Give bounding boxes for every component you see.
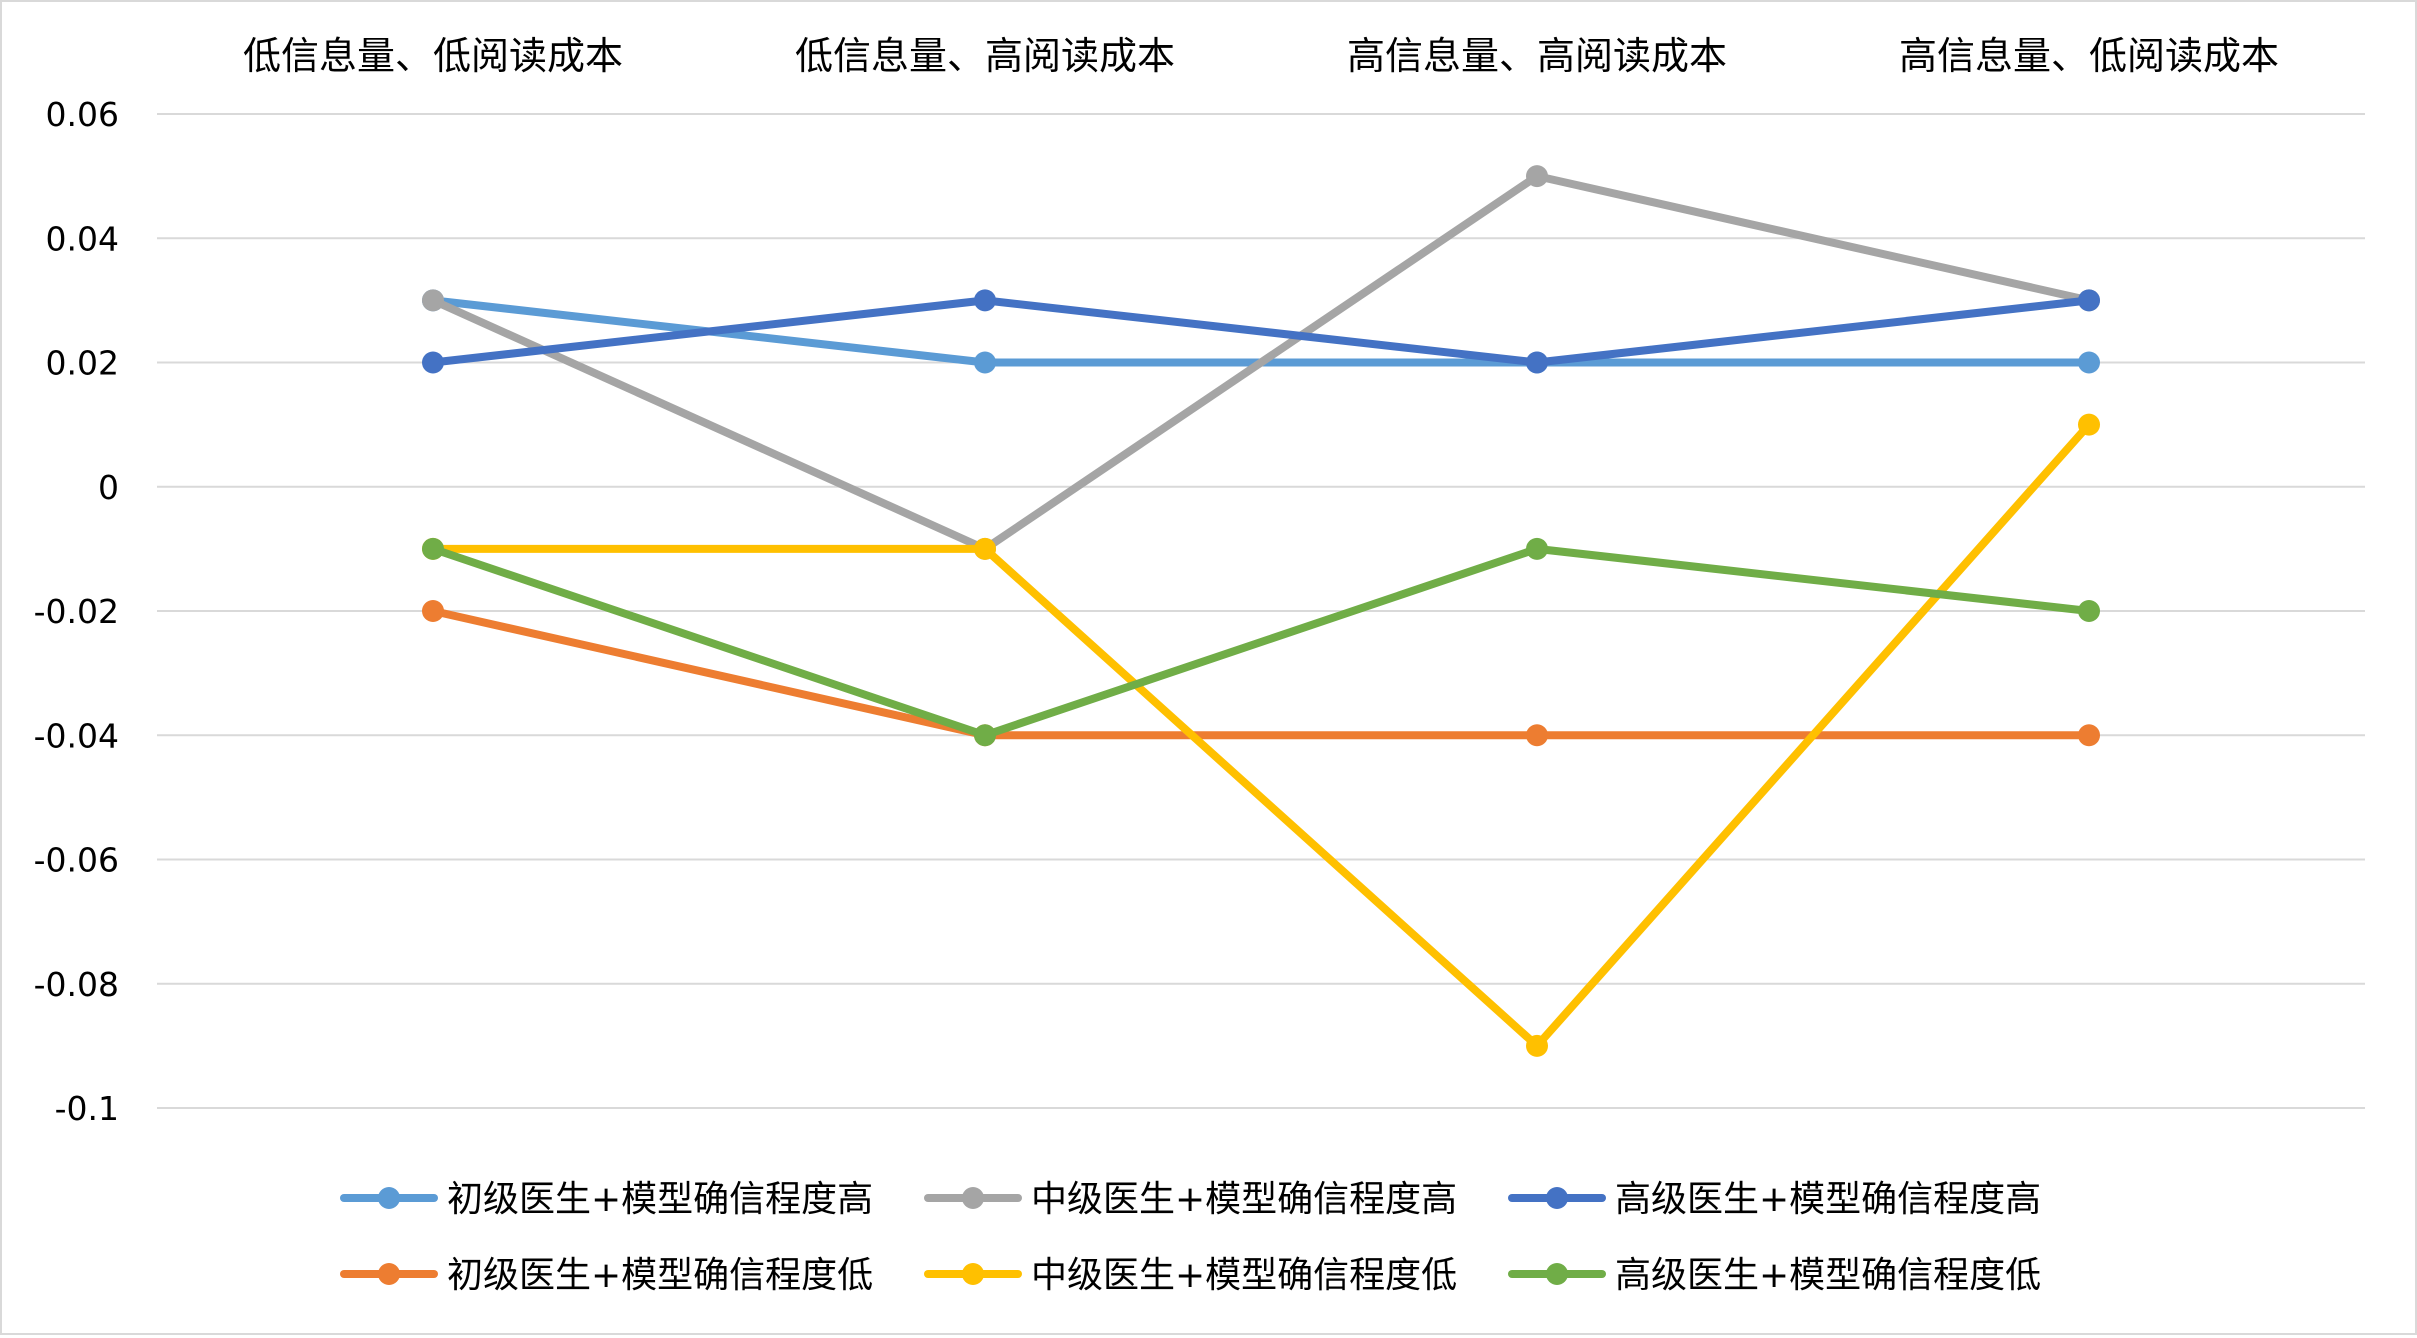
y-tick-label: -0.06 xyxy=(34,841,119,880)
legend-swatch-marker xyxy=(1546,1263,1568,1285)
y-axis-tick-labels: 0.06 0.04 0.02 0 -0.02 -0.04 -0.06 -0.08 -0.1 xyxy=(34,95,119,1128)
data-point xyxy=(422,600,444,622)
legend-item: 初级医生+模型确信程度低 xyxy=(344,1255,873,1296)
data-point xyxy=(422,538,444,560)
y-tick-label: 0.02 xyxy=(46,344,119,383)
legend-item: 高级医生+模型确信程度低 xyxy=(1512,1255,2041,1296)
legend-label: 初级医生+模型确信程度低 xyxy=(447,1255,873,1296)
gridlines xyxy=(157,114,2365,1108)
data-point xyxy=(974,538,996,560)
data-point xyxy=(422,289,444,311)
data-point xyxy=(974,724,996,746)
legend-label: 初级医生+模型确信程度高 xyxy=(447,1179,873,1220)
series-line xyxy=(433,300,2089,362)
legend-item: 中级医生+模型确信程度低 xyxy=(928,1255,1457,1296)
x-category-label: 低信息量、高阅读成本 xyxy=(795,34,1175,78)
legend-item: 初级医生+模型确信程度高 xyxy=(344,1179,873,1220)
legend-item: 高级医生+模型确信程度高 xyxy=(1512,1179,2041,1220)
data-point xyxy=(2078,352,2100,374)
x-category-label: 低信息量、低阅读成本 xyxy=(243,34,623,78)
data-point xyxy=(2078,289,2100,311)
series-4 xyxy=(422,600,2100,746)
legend-label: 中级医生+模型确信程度低 xyxy=(1031,1255,1457,1296)
series-6 xyxy=(422,538,2100,746)
data-point xyxy=(974,352,996,374)
y-tick-label: 0.06 xyxy=(46,95,119,134)
x-axis-category-labels: 低信息量、低阅读成本 低信息量、高阅读成本 高信息量、高阅读成本 高信息量、低阅读成本 xyxy=(243,34,2279,78)
data-point xyxy=(2078,724,2100,746)
y-tick-label: -0.02 xyxy=(34,592,119,631)
y-tick-label: -0.04 xyxy=(34,716,119,755)
legend-swatch-marker xyxy=(378,1187,400,1209)
x-category-label: 高信息量、高阅读成本 xyxy=(1347,34,1727,78)
legend-label: 高级医生+模型确信程度高 xyxy=(1615,1179,2041,1220)
legend-swatch-marker xyxy=(962,1263,984,1285)
y-tick-label: -0.08 xyxy=(34,965,119,1004)
data-point xyxy=(1526,352,1548,374)
data-point xyxy=(1526,724,1548,746)
data-point xyxy=(2078,600,2100,622)
y-tick-label: 0 xyxy=(98,468,119,507)
data-point xyxy=(1526,1035,1548,1057)
legend-swatch-marker xyxy=(1546,1187,1568,1209)
x-category-label: 高信息量、低阅读成本 xyxy=(1899,34,2279,78)
legend-item: 中级医生+模型确信程度高 xyxy=(928,1179,1457,1220)
data-point xyxy=(1526,165,1548,187)
legend: 初级医生+模型确信程度高 中级医生+模型确信程度高 高级医生+模型确信程度高初级医生… xyxy=(344,1179,2041,1296)
legend-swatch-marker xyxy=(962,1187,984,1209)
legend-swatch-marker xyxy=(378,1263,400,1285)
legend-label: 中级医生+模型确信程度高 xyxy=(1031,1179,1457,1220)
legend-label: 高级医生+模型确信程度低 xyxy=(1615,1255,2041,1296)
data-point xyxy=(1526,538,1548,560)
y-tick-label: 0.04 xyxy=(46,219,119,258)
data-point xyxy=(974,289,996,311)
data-point xyxy=(2078,414,2100,436)
data-point xyxy=(422,352,444,374)
y-tick-label: -0.1 xyxy=(55,1089,119,1128)
